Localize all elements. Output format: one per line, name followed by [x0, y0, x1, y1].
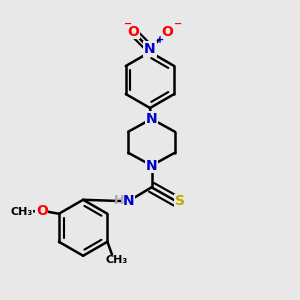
- Text: O: O: [161, 25, 173, 39]
- Text: N: N: [122, 194, 134, 208]
- Text: O: O: [127, 25, 139, 39]
- Text: −: −: [124, 19, 132, 29]
- Text: CH₃: CH₃: [106, 255, 128, 266]
- Text: N: N: [144, 42, 156, 56]
- Text: S: S: [175, 194, 185, 208]
- Text: O: O: [36, 204, 48, 218]
- Text: methoxy: methoxy: [26, 209, 32, 211]
- Text: −: −: [174, 19, 182, 29]
- Text: H: H: [114, 194, 125, 207]
- Text: CH₃: CH₃: [11, 207, 33, 217]
- Text: +: +: [156, 35, 164, 45]
- Text: N: N: [146, 159, 158, 172]
- Text: N: N: [146, 112, 158, 126]
